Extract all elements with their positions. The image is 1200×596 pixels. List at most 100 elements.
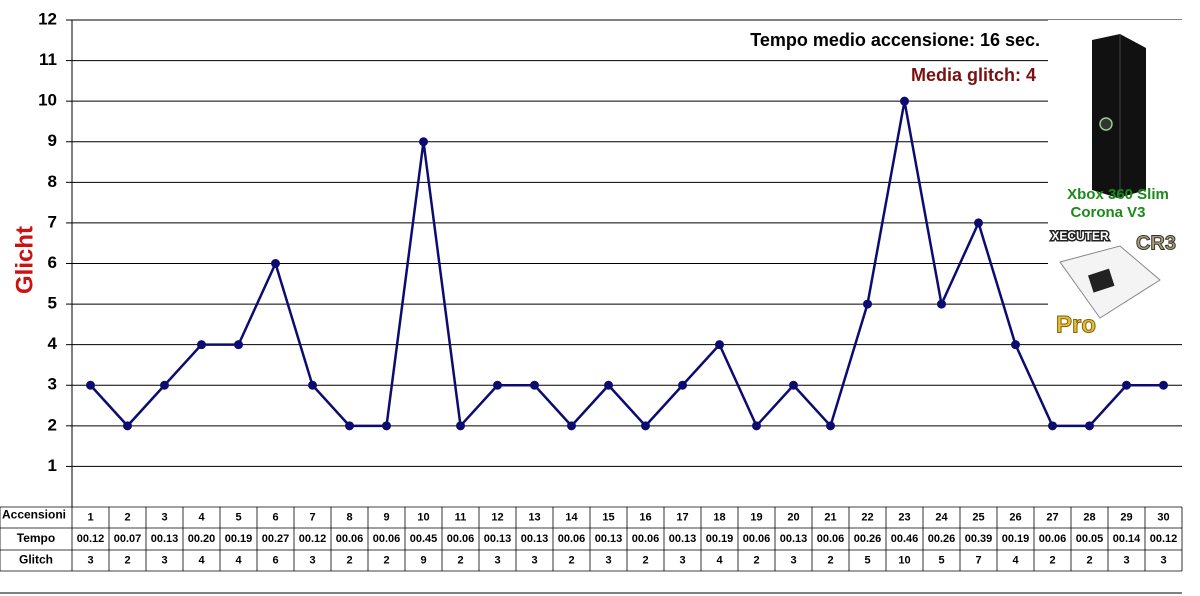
data-point [641,421,650,431]
data-point [789,380,798,390]
data-point [382,421,391,431]
data-point [308,380,317,390]
y-tick-label: 10 [38,91,57,110]
data-point [493,380,502,390]
row-label: Glitch [19,553,53,567]
glitch-cell: 2 [346,554,352,566]
data-point [86,380,95,390]
tempo-cell: 00.19 [1002,533,1030,545]
x-tick-label: 16 [639,511,651,523]
tempo-cell: 00.12 [77,533,105,545]
x-tick-label: 4 [198,511,205,523]
x-tick-label: 14 [565,511,578,523]
tempo-cell: 00.06 [447,533,475,545]
y-tick-label: 12 [38,9,57,28]
data-point [456,421,465,431]
y-tick-label: 2 [48,415,57,434]
annotation: Tempo medio accensione: 16 sec. [750,30,1040,50]
tempo-cell: 00.06 [743,533,771,545]
x-tick-label: 11 [455,511,467,523]
tempo-cell: 00.14 [1113,533,1141,545]
data-point [752,421,761,431]
x-tick-label: 9 [383,511,389,523]
x-tick-label: 20 [787,511,799,523]
x-tick-label: 7 [309,511,315,523]
x-tick-label: 28 [1083,511,1095,523]
x-tick-label: 18 [713,511,725,523]
x-tick-label: 21 [824,511,836,523]
data-point [567,421,576,431]
y-tick-label: 8 [48,172,57,191]
data-line [89,100,1164,429]
x-tick-label: 6 [272,511,278,523]
data-point [419,137,428,147]
glitch-cell: 3 [531,554,537,566]
data-point [937,299,946,309]
glitch-cell: 2 [457,554,463,566]
tempo-cell: 00.13 [521,533,549,545]
glitch-cell: 2 [827,554,833,566]
row-label: Accensioni [2,508,66,522]
glitch-cell: 3 [161,554,167,566]
glitch-cell: 6 [272,554,278,566]
data-point [678,380,687,390]
tempo-cell: 00.06 [1039,533,1067,545]
tempo-cell: 00.13 [151,533,179,545]
x-tick-label: 29 [1120,511,1132,523]
tempo-cell: 00.13 [780,533,808,545]
x-tick-label: 19 [750,511,762,523]
glitch-cell: 5 [938,554,944,566]
tempo-cell: 00.26 [928,533,956,545]
y-tick-label: 7 [48,212,57,231]
data-point [1048,421,1057,431]
glitch-cell: 3 [309,554,315,566]
tempo-cell: 00.12 [299,533,327,545]
y-tick-label: 6 [48,253,57,272]
tempo-cell: 00.19 [225,533,253,545]
glitch-cell: 4 [716,554,723,566]
glitch-cell: 3 [790,554,796,566]
x-tick-label: 3 [161,511,167,523]
data-point [160,380,169,390]
y-tick-label: 3 [48,375,57,394]
tempo-cell: 00.06 [336,533,364,545]
y-tick-label: 11 [39,50,57,69]
data-point [123,421,132,431]
x-tick-label: 22 [861,511,873,523]
y-axis-label: Glicht [11,226,38,294]
x-tick-label: 24 [935,511,948,523]
x-tick-label: 30 [1157,511,1169,523]
glitch-cell: 2 [753,554,759,566]
device-label: Xbox 360 Slim [1067,186,1169,203]
tempo-cell: 00.20 [188,533,216,545]
data-point [345,421,354,431]
y-tick-label: 4 [48,334,58,353]
glitch-cell: 3 [679,554,685,566]
glitch-cell: 2 [1049,554,1055,566]
x-tick-label: 8 [346,511,352,523]
glitch-cell: 2 [124,554,130,566]
row-label: Tempo [17,531,55,545]
data-point [604,380,613,390]
tempo-cell: 00.45 [410,533,438,545]
x-tick-label: 10 [417,511,429,523]
data-point [863,299,872,309]
tempo-cell: 00.06 [558,533,586,545]
glitch-cell: 5 [864,554,870,566]
y-tick-label: 5 [48,294,57,313]
y-tick-label: 1 [48,456,57,475]
glitch-cell: 7 [975,554,981,566]
data-point [1122,380,1131,390]
glitch-cell: 4 [235,554,242,566]
glitch-cell: 10 [898,554,910,566]
glitch-cell: 3 [605,554,611,566]
device-label: Corona V3 [1070,204,1145,221]
glitch-cell: 2 [383,554,389,566]
glitch-cell: 3 [87,554,93,566]
tempo-cell: 00.07 [114,533,142,545]
tempo-cell: 00.13 [484,533,512,545]
glitch-cell: 3 [494,554,500,566]
x-tick-label: 13 [528,511,540,523]
